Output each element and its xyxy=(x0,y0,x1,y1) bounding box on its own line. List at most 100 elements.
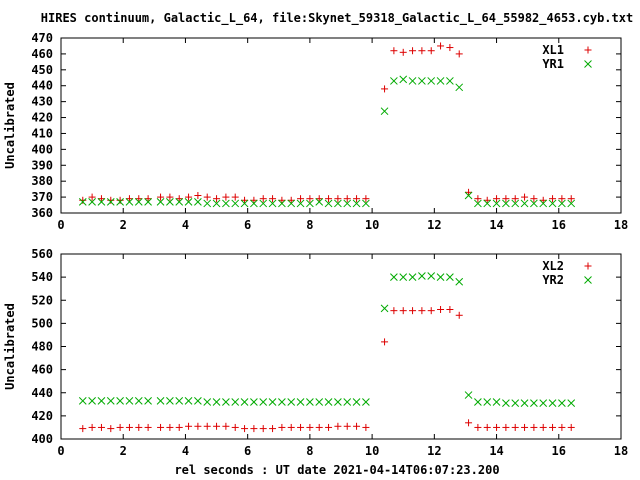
point-yr1 xyxy=(194,198,202,206)
point-yr2 xyxy=(296,398,305,406)
point-yr1 xyxy=(184,198,193,206)
point-yr1 xyxy=(502,199,510,208)
plot-frame xyxy=(60,37,622,214)
point-yr1 xyxy=(343,199,352,208)
y-tick-label: 540 xyxy=(31,270,53,284)
point-yr2-d2 xyxy=(144,396,152,405)
point-xl2 xyxy=(446,306,454,313)
point-xl2 xyxy=(306,423,314,431)
point-yr2 xyxy=(166,396,174,405)
x-tick-label: 0 xyxy=(57,444,64,458)
point-yr2 xyxy=(268,398,277,406)
point-yr1 xyxy=(278,199,286,208)
point-yr2-d2 xyxy=(125,396,134,405)
legend-label-yr1: YR1 xyxy=(542,57,564,71)
point-xl1 xyxy=(213,195,221,203)
point-yr1-d2 xyxy=(492,199,501,208)
point-xl2 xyxy=(241,425,249,433)
point-xl1 xyxy=(539,196,547,204)
point-xl1 xyxy=(194,192,202,199)
y-tick-label: 400 xyxy=(31,432,53,446)
point-xl1 xyxy=(390,47,398,55)
point-yr2 xyxy=(278,398,286,406)
legend-marker-xl1 xyxy=(584,46,592,54)
point-yr1 xyxy=(446,77,454,85)
point-yr1 xyxy=(511,199,520,208)
x-tick-label: 14 xyxy=(489,444,503,458)
point-yr2 xyxy=(334,398,342,406)
x-tick-label: 12 xyxy=(427,218,441,232)
point-xl2 xyxy=(353,422,361,430)
point-xl1 xyxy=(483,196,491,204)
point-xl1 xyxy=(343,195,351,203)
point-yr1-d2 xyxy=(125,198,134,206)
point-xl1 xyxy=(399,48,407,56)
y-tick-label: 480 xyxy=(31,340,53,354)
point-yr2-d2 xyxy=(567,399,576,408)
point-yr2-d2 xyxy=(390,273,398,281)
plot-frame xyxy=(60,253,622,440)
y-axis-label: Uncalibrated xyxy=(3,303,17,390)
point-yr1-d2 xyxy=(134,198,143,206)
point-yr2-d2 xyxy=(362,398,370,406)
point-yr2 xyxy=(418,272,426,280)
point-yr2-d2 xyxy=(520,399,529,408)
point-xl1 xyxy=(418,47,426,55)
point-yr1 xyxy=(125,198,134,206)
point-yr1 xyxy=(483,199,492,208)
legend-marker-xl2 xyxy=(584,262,592,270)
x-tick-label: 18 xyxy=(614,444,628,458)
point-yr2 xyxy=(156,396,165,405)
legend-marker-yr2 xyxy=(584,276,592,284)
y-tick-label: 520 xyxy=(31,293,53,307)
point-xl2 xyxy=(79,425,87,433)
point-yr2-d2 xyxy=(334,398,342,406)
point-yr1 xyxy=(474,199,482,208)
y-tick-label: 560 xyxy=(31,247,53,261)
point-yr1 xyxy=(455,83,464,92)
point-yr1-d2 xyxy=(88,198,96,206)
point-yr2 xyxy=(390,273,398,281)
point-yr2 xyxy=(352,398,361,406)
x-tick-label: 2 xyxy=(120,444,127,458)
legend-marker-yr1-d2 xyxy=(584,60,592,68)
point-yr2-d2 xyxy=(175,396,184,405)
point-yr2 xyxy=(134,396,143,405)
point-yr2-d2 xyxy=(287,398,296,406)
point-yr2-d2 xyxy=(203,398,212,406)
point-yr2-d2 xyxy=(427,272,436,280)
point-yr2 xyxy=(483,398,492,406)
point-xl1 xyxy=(144,195,152,203)
point-yr2 xyxy=(184,396,193,405)
point-yr2-d2 xyxy=(343,398,352,406)
point-yr1-d2 xyxy=(144,198,152,206)
point-xl1 xyxy=(381,85,389,93)
point-yr1-d2 xyxy=(296,199,305,208)
point-yr2 xyxy=(492,398,501,406)
point-yr2 xyxy=(315,398,324,406)
point-xl2 xyxy=(409,307,417,315)
point-yr1-d2 xyxy=(558,199,566,208)
point-xl2 xyxy=(166,423,174,431)
point-xl1 xyxy=(175,195,183,203)
point-yr2 xyxy=(399,273,408,281)
point-xl1 xyxy=(97,195,105,203)
point-yr2 xyxy=(502,399,510,408)
point-yr2 xyxy=(362,398,370,406)
point-yr1-d2 xyxy=(203,199,212,208)
point-yr1 xyxy=(362,199,370,208)
point-yr2-d2 xyxy=(548,399,557,408)
point-yr2-d2 xyxy=(380,304,389,313)
point-yr2 xyxy=(343,398,352,406)
point-yr1 xyxy=(315,198,324,206)
point-xl1 xyxy=(107,196,115,204)
point-yr1-d2 xyxy=(250,199,258,208)
point-yr1 xyxy=(88,198,96,206)
point-yr2 xyxy=(446,273,454,281)
point-yr1 xyxy=(390,77,398,85)
point-xl1 xyxy=(135,195,143,203)
point-yr2 xyxy=(175,396,184,405)
x-tick-label: 6 xyxy=(244,444,251,458)
